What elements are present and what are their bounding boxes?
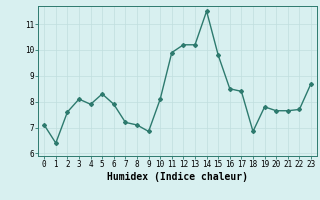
X-axis label: Humidex (Indice chaleur): Humidex (Indice chaleur) (107, 172, 248, 182)
